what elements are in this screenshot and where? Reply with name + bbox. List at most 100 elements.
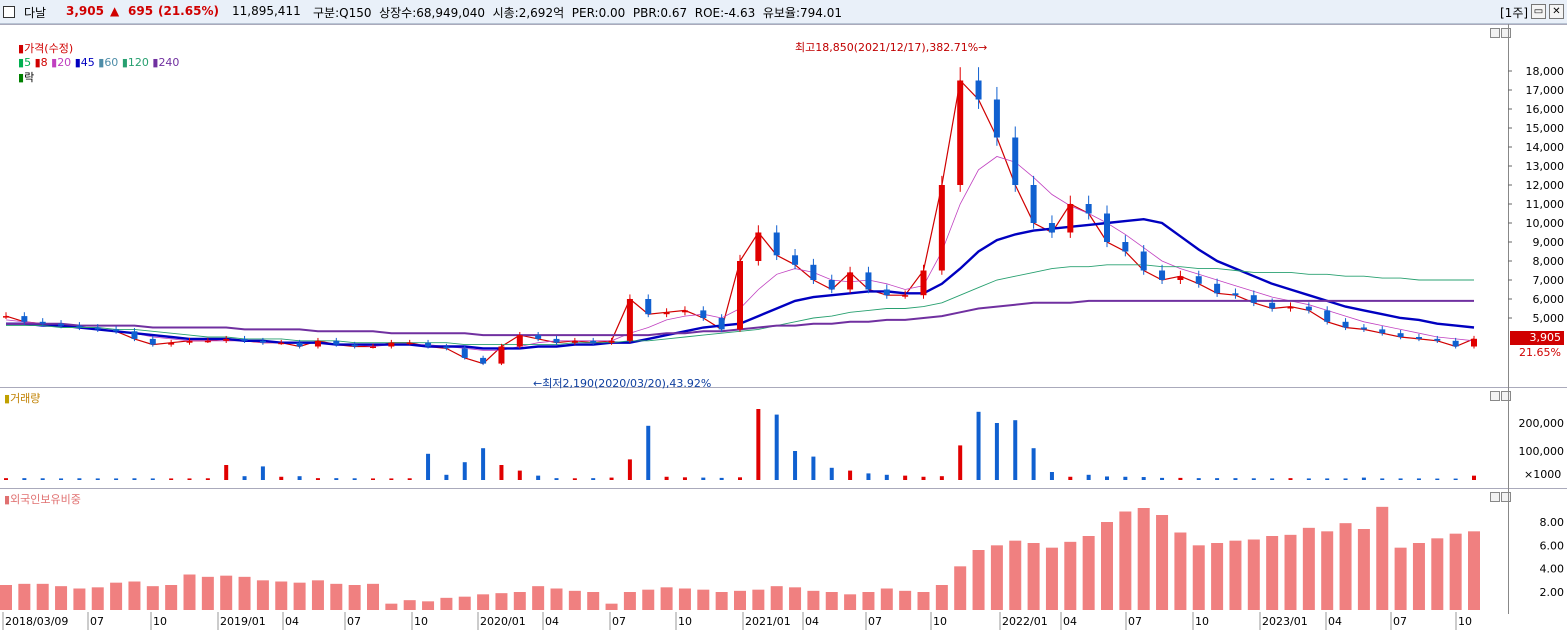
x-axis-label: 07 xyxy=(1393,615,1407,628)
high-annotation: 최고18,850(2021/12/17),382.71%→ xyxy=(795,41,988,54)
candle-body xyxy=(259,340,266,343)
volume-bar xyxy=(1086,474,1091,480)
foreign-bar xyxy=(734,590,746,610)
foreign-bar xyxy=(1027,543,1040,610)
ma-legend-label: 5 xyxy=(24,56,35,69)
volume-bar xyxy=(40,478,45,480)
volume-bar xyxy=(1233,478,1238,480)
volume-bar xyxy=(187,478,192,480)
volume-bar xyxy=(939,476,944,480)
volume-bar xyxy=(994,423,999,480)
ma-legend-label: 240 xyxy=(158,56,183,69)
candle-body xyxy=(241,338,248,341)
candle-body xyxy=(737,261,743,330)
ma-legend-label: 60 xyxy=(104,56,122,69)
volume-bar xyxy=(903,475,908,480)
volume-bar xyxy=(829,467,834,480)
volume-maximize-icon[interactable] xyxy=(1501,391,1511,401)
foreign-bar xyxy=(1431,538,1444,610)
select-checkbox[interactable] xyxy=(3,6,15,18)
foreign-bar xyxy=(605,603,618,610)
candle-body xyxy=(1195,276,1202,284)
candle-body xyxy=(296,342,303,347)
foreign-bar xyxy=(917,592,930,610)
volume-bar xyxy=(1306,478,1311,480)
ma-legend: ▮5 ▮8 ▮20 ▮45 ▮60 ▮120 ▮240 xyxy=(18,56,183,69)
volume-bar xyxy=(1288,478,1293,480)
volume-bar xyxy=(848,470,853,480)
x-axis-label: 10 xyxy=(1458,615,1472,628)
volume-bar xyxy=(297,476,302,480)
pane-minimize-icon[interactable] xyxy=(1490,28,1500,38)
foreign-bar xyxy=(1412,543,1425,610)
foreign-bar xyxy=(697,589,710,610)
candle-body xyxy=(1324,310,1331,322)
candle-body xyxy=(681,310,688,313)
volume-bar xyxy=(738,477,742,480)
foreign-axis-label: 4.00 xyxy=(1540,563,1565,576)
price-axis-label: 8,000 xyxy=(1533,255,1565,268)
candle-body xyxy=(847,272,854,290)
foreign-axis-label: 2.00 xyxy=(1540,586,1565,599)
candle-body xyxy=(278,342,285,345)
ma-legend-marker: ▮ xyxy=(34,56,41,69)
foreign-bar xyxy=(330,583,343,610)
x-axis-label: 10 xyxy=(933,615,947,628)
foreign-bar xyxy=(1266,536,1279,610)
candle-body xyxy=(1048,223,1055,233)
foreign-bar xyxy=(367,583,379,610)
stock-fundamentals: 구분:Q150 상장수:68,949,040 시총:2,692억 PER:0.0… xyxy=(313,6,842,20)
ma-legend-marker: ▮ xyxy=(18,56,25,69)
pane-maximize-icon[interactable] xyxy=(1501,28,1511,38)
volume-bar xyxy=(407,478,412,480)
volume-bar xyxy=(132,478,137,480)
foreign-minimize-icon[interactable] xyxy=(1490,492,1500,502)
foreign-bar xyxy=(1357,529,1370,610)
candle-body xyxy=(443,346,450,349)
volume-bar xyxy=(77,478,82,480)
volume-bar xyxy=(976,411,981,480)
volume-bar xyxy=(481,448,486,480)
ma-legend-marker: ▮ xyxy=(152,56,159,69)
foreign-bar xyxy=(972,550,985,610)
candle-body xyxy=(223,338,230,341)
candle-body xyxy=(883,289,890,296)
volume-bar xyxy=(1141,477,1146,480)
period-label[interactable]: [1주] xyxy=(1500,6,1529,20)
price-pane: ▮가격(수정) ▮5 ▮8 ▮20 ▮45 ▮60 ▮120 ▮240 ▮락 xyxy=(0,24,1567,387)
foreign-bar xyxy=(587,592,600,610)
ma-legend-marker: ▮ xyxy=(98,56,105,69)
candle-body xyxy=(535,335,542,339)
candle-body xyxy=(113,329,120,332)
price-axis-label: 11,000 xyxy=(1526,198,1565,211)
candle-body xyxy=(406,342,413,345)
candle-body xyxy=(94,327,101,330)
candle-body xyxy=(516,335,523,347)
price-axis-label: 9,000 xyxy=(1533,236,1565,249)
foreign-bar xyxy=(293,582,306,610)
volume-bar xyxy=(242,476,247,480)
volume-bar xyxy=(1160,477,1165,480)
legend-drop: 락 xyxy=(24,71,35,84)
x-axis-label: 2023/01 xyxy=(1262,615,1308,628)
volume-bar xyxy=(591,478,596,480)
foreign-bar xyxy=(990,545,1003,610)
x-axis-label: 07 xyxy=(1128,615,1142,628)
price-axis-label: 12,000 xyxy=(1526,179,1565,192)
volume-bar xyxy=(536,475,541,480)
ma-legend-label: 20 xyxy=(57,56,75,69)
candle-body xyxy=(1232,293,1239,296)
candle-body xyxy=(333,340,340,345)
volume-minimize-icon[interactable] xyxy=(1490,391,1500,401)
price-axis-label: 17,000 xyxy=(1526,84,1565,97)
last-pct-tag: 21.65% xyxy=(1519,346,1561,359)
restore-icon[interactable]: ▭ xyxy=(1531,4,1546,19)
foreign-maximize-icon[interactable] xyxy=(1501,492,1511,502)
candle-body xyxy=(1159,270,1166,280)
candle-body xyxy=(975,80,982,100)
close-icon[interactable]: ✕ xyxy=(1549,4,1564,19)
candle-body xyxy=(773,232,780,256)
candle-body xyxy=(1269,302,1276,309)
candle-body xyxy=(149,338,156,345)
volume-bar xyxy=(150,478,155,480)
